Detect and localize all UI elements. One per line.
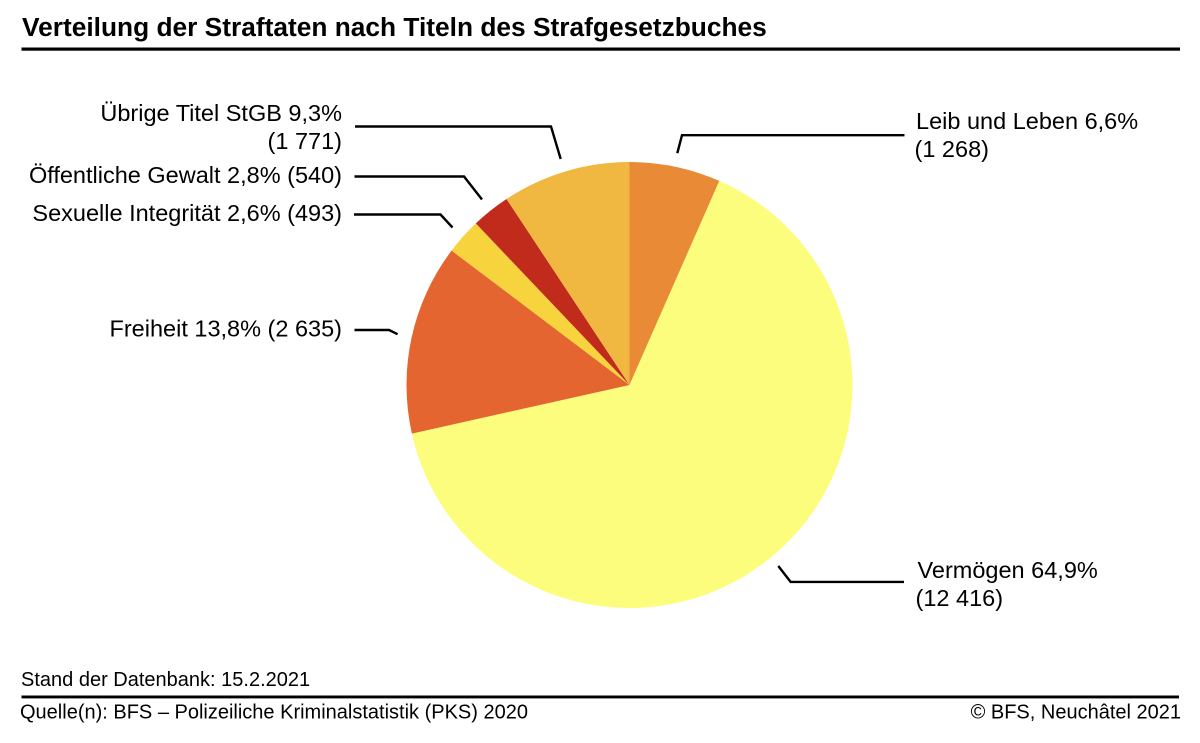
svg-text:Quelle(n): BFS – Polizeiliche: Quelle(n): BFS – Polizeiliche Kriminalst… — [20, 702, 528, 724]
svg-text:Freiheit 13,8% (2 635): Freiheit 13,8% (2 635) — [109, 316, 342, 342]
svg-text:© BFS, Neuchâtel 2021: © BFS, Neuchâtel 2021 — [971, 702, 1181, 724]
svg-text:(1 268): (1 268) — [915, 136, 989, 162]
svg-text:(1 771): (1 771) — [268, 128, 342, 154]
svg-text:Verteilung der Straftaten nach: Verteilung der Straftaten nach Titeln de… — [22, 12, 767, 42]
svg-text:Öffentliche Gewalt 2,8% (540): Öffentliche Gewalt 2,8% (540) — [29, 162, 342, 188]
svg-text:(12 416): (12 416) — [916, 585, 1004, 611]
svg-text:Stand der Datenbank: 15.2.2021: Stand der Datenbank: 15.2.2021 — [21, 669, 310, 691]
svg-text:Übrige Titel StGB 9,3%: Übrige Titel StGB 9,3% — [100, 100, 342, 126]
svg-text:Leib und Leben 6,6%: Leib und Leben 6,6% — [916, 108, 1138, 134]
svg-text:Sexuelle Integrität 2,6% (493): Sexuelle Integrität 2,6% (493) — [32, 200, 342, 226]
svg-text:Vermögen 64,9%: Vermögen 64,9% — [918, 557, 1098, 583]
